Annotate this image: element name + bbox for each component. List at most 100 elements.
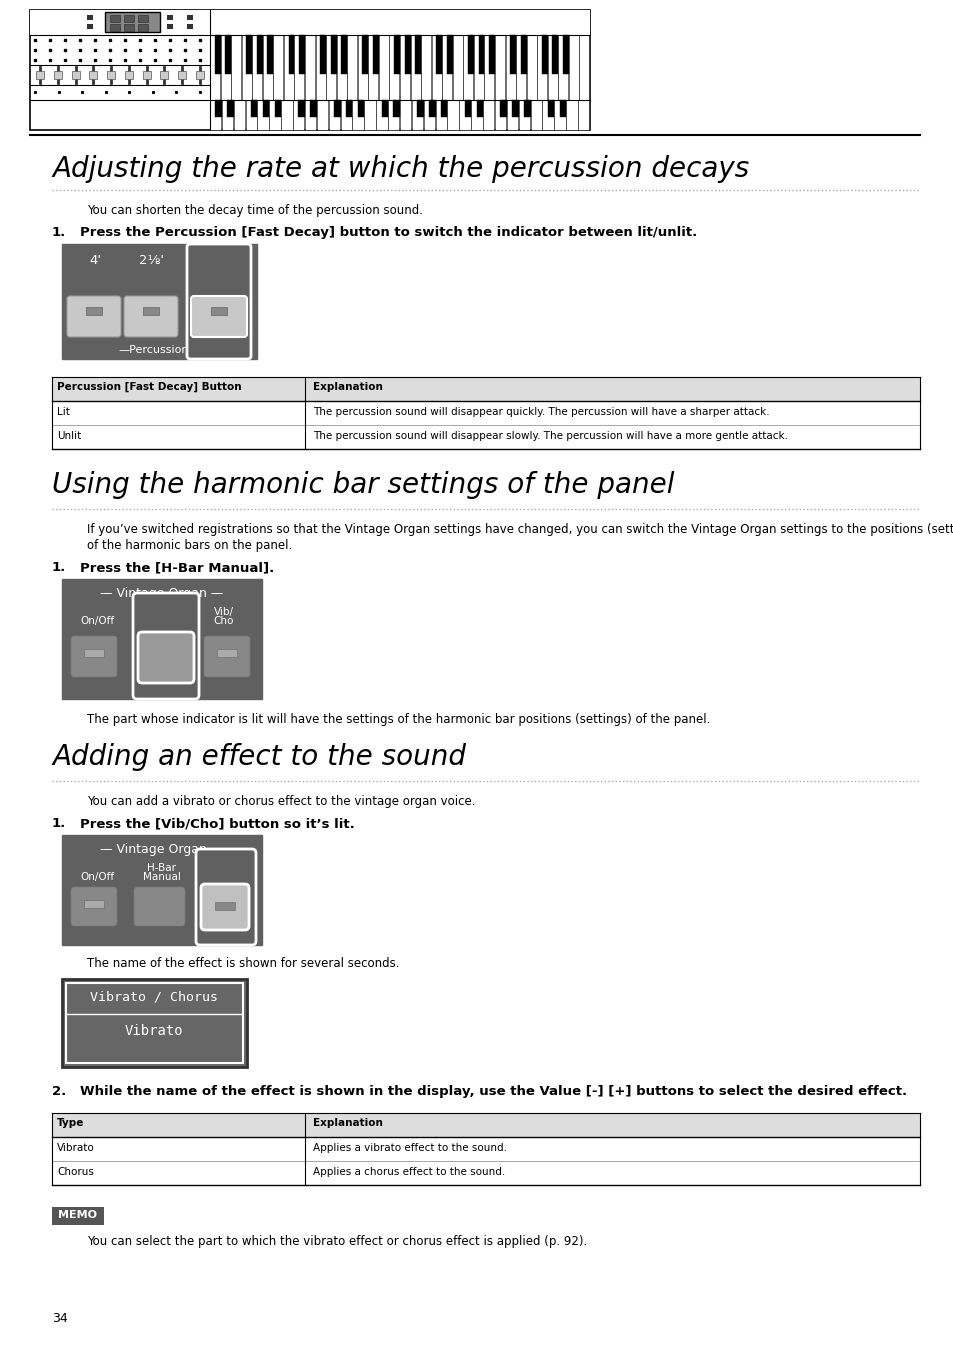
Bar <box>429 100 436 117</box>
Bar <box>326 35 335 100</box>
Bar <box>305 35 314 100</box>
Bar <box>506 100 517 130</box>
Bar <box>578 100 589 130</box>
Bar <box>127 15 132 20</box>
Text: You can select the part to which the vibrato effect or chorus effect is applied : You can select the part to which the vib… <box>87 1235 587 1247</box>
FancyBboxPatch shape <box>138 632 193 683</box>
Bar <box>566 100 577 130</box>
Text: Lit: Lit <box>57 406 70 417</box>
Bar <box>281 100 293 130</box>
Bar <box>537 35 547 100</box>
Bar <box>143 306 159 315</box>
Bar <box>220 35 231 100</box>
Bar <box>464 100 471 117</box>
Bar <box>423 100 435 130</box>
Bar <box>476 100 482 117</box>
Bar <box>211 306 227 315</box>
Bar <box>552 35 558 74</box>
Text: If you’ve switched registrations so that the Vintage Organ settings have changed: If you’ve switched registrations so that… <box>87 522 953 536</box>
Text: Vibrato: Vibrato <box>57 1143 94 1153</box>
Bar <box>216 649 236 657</box>
Bar <box>227 100 233 117</box>
Bar <box>187 15 193 20</box>
Bar <box>578 35 589 100</box>
Text: 34: 34 <box>52 1312 68 1324</box>
Bar <box>316 100 328 130</box>
Bar <box>274 100 281 117</box>
Bar <box>499 100 506 117</box>
Bar <box>267 35 273 74</box>
Bar <box>71 72 79 80</box>
Text: H-Bar: H-Bar <box>148 608 176 617</box>
Bar <box>373 35 378 74</box>
Bar <box>436 35 441 74</box>
Bar <box>346 100 352 117</box>
Text: The percussion sound will disappear slowly. The percussion will have a more gent: The percussion sound will disappear slow… <box>313 431 787 441</box>
Bar <box>523 100 530 117</box>
Bar <box>542 100 554 130</box>
FancyBboxPatch shape <box>67 296 121 338</box>
Bar <box>87 15 92 20</box>
Bar <box>124 24 133 31</box>
Bar <box>187 24 193 28</box>
Bar <box>284 35 294 100</box>
Text: Chorus: Chorus <box>57 1166 93 1177</box>
Bar <box>147 24 152 28</box>
Bar <box>214 35 220 74</box>
FancyBboxPatch shape <box>124 296 178 338</box>
Bar <box>336 35 346 100</box>
Text: Vib/: Vib/ <box>213 863 233 873</box>
Bar <box>453 35 462 100</box>
Bar <box>520 35 526 74</box>
Text: Applies a vibrato effect to the sound.: Applies a vibrato effect to the sound. <box>313 1143 506 1153</box>
Bar <box>233 100 245 130</box>
Text: Explanation: Explanation <box>313 1118 382 1129</box>
Text: Adjusting the rate at which the percussion decays: Adjusting the rate at which the percussi… <box>52 155 748 184</box>
Text: 1.: 1. <box>52 225 66 239</box>
Bar <box>568 35 578 100</box>
Bar <box>84 649 104 657</box>
Bar <box>167 24 172 28</box>
Text: The name of the effect is shown for several seconds.: The name of the effect is shown for seve… <box>87 957 399 971</box>
Bar <box>375 100 387 130</box>
Bar <box>320 35 326 74</box>
Bar <box>87 24 92 28</box>
Bar <box>293 100 304 130</box>
Text: Cho: Cho <box>213 616 233 626</box>
Bar <box>138 15 148 22</box>
Bar <box>143 72 151 80</box>
Bar <box>167 15 172 20</box>
Bar <box>364 100 375 130</box>
Bar <box>559 100 565 117</box>
Text: Cho: Cho <box>213 872 233 882</box>
Bar <box>160 72 169 80</box>
Bar <box>269 100 280 130</box>
Bar <box>52 377 919 401</box>
Bar <box>36 72 44 80</box>
Bar <box>362 35 368 74</box>
Bar <box>547 100 554 117</box>
Bar <box>489 35 495 74</box>
Bar <box>526 35 537 100</box>
Text: Applies a chorus effect to the sound.: Applies a chorus effect to the sound. <box>313 1166 505 1177</box>
Text: 2⅛': 2⅛' <box>139 254 164 267</box>
Text: On/Off: On/Off <box>80 616 114 626</box>
Bar <box>299 35 305 74</box>
Text: Press the [Vib/Cho] button so it’s lit.: Press the [Vib/Cho] button so it’s lit. <box>80 817 355 830</box>
Bar <box>257 100 269 130</box>
Text: On/Off: On/Off <box>80 872 114 882</box>
Bar <box>478 35 484 74</box>
Bar <box>459 100 470 130</box>
Bar <box>474 35 483 100</box>
Text: Press the [H-Bar Manual].: Press the [H-Bar Manual]. <box>80 562 274 574</box>
Bar <box>484 35 494 100</box>
Text: Explanation: Explanation <box>313 382 382 391</box>
FancyBboxPatch shape <box>195 849 255 945</box>
Text: Using the harmonic bar settings of the panel: Using the harmonic bar settings of the p… <box>52 471 674 500</box>
Bar <box>482 100 494 130</box>
FancyBboxPatch shape <box>133 887 185 926</box>
Bar <box>512 100 518 117</box>
Text: Manual: Manual <box>143 872 181 882</box>
Bar <box>52 1161 919 1185</box>
Bar <box>178 72 186 80</box>
